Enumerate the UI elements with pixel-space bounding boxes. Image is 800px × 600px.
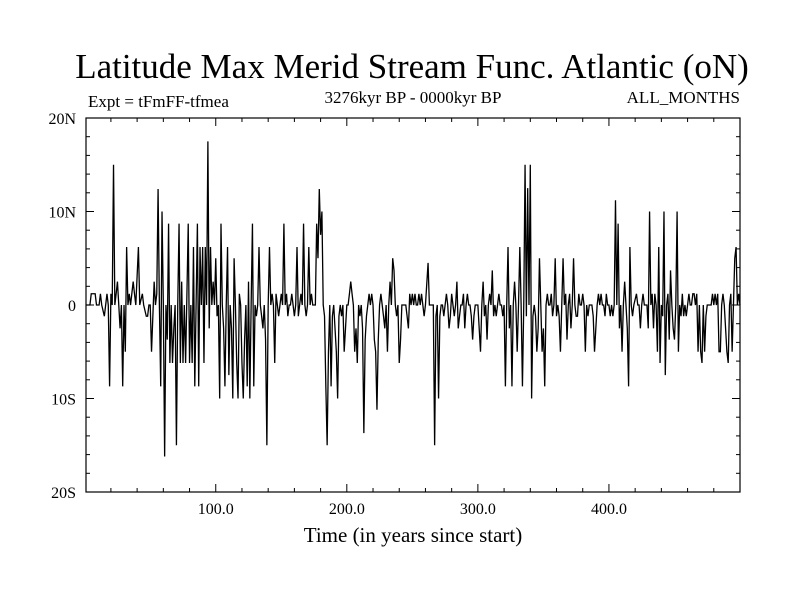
months-label: ALL_MONTHS	[627, 88, 740, 107]
time-range-label: 3276kyr BP - 0000kyr BP	[325, 88, 502, 107]
axis-ticks	[86, 117, 740, 493]
y-tick-label: 20S	[51, 485, 76, 502]
y-tick-label: 0	[68, 298, 76, 315]
x-tick-label: 400.0	[591, 501, 627, 518]
x-tick-label: 300.0	[460, 501, 496, 518]
plot-frame	[85, 117, 741, 493]
series-line	[86, 141, 741, 457]
series-layer	[86, 141, 741, 457]
chart-title: Latitude Max Merid Stream Func. Atlantic…	[75, 47, 749, 86]
x-tick-label: 200.0	[329, 501, 365, 518]
x-tick-label: 100.0	[198, 501, 234, 518]
experiment-label: Expt = tFmFF-tfmea	[88, 92, 229, 111]
x-axis-label: Time (in years since start)	[304, 523, 523, 547]
y-tick-label: 10N	[48, 205, 76, 222]
y-tick-label: 20N	[48, 111, 76, 128]
y-tick-label: 10S	[51, 392, 76, 409]
tick-labels: 100.0 200.0 300.0 400.0 20N 10N 0 10S 20S	[48, 111, 627, 518]
